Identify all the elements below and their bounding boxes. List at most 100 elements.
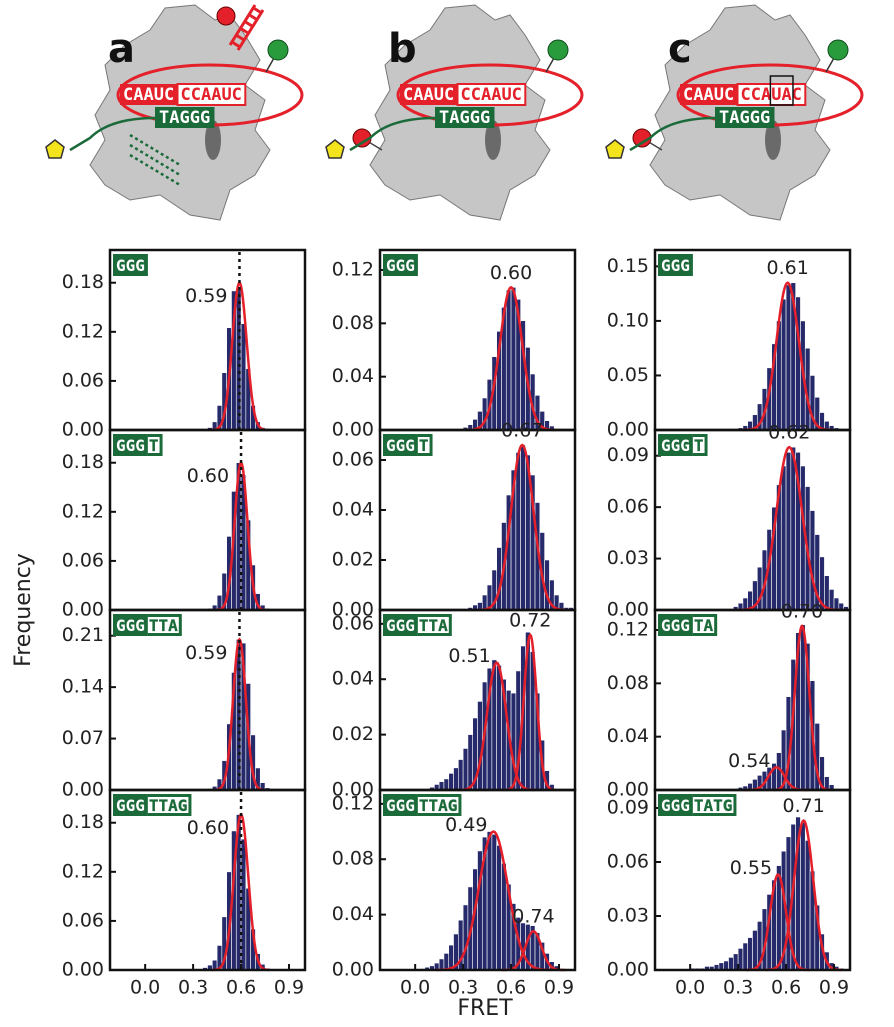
biotin-tag [325,139,345,159]
y-tick-label: 0.00 [332,959,374,981]
tag-added: T [419,436,429,455]
peak-label: 0.70 [781,601,823,623]
y-tick-label: 0.12 [62,320,104,342]
fit-curve [746,873,811,972]
tag-inner [692,797,734,813]
y-tick-label: 0.08 [332,848,374,870]
sequence-tag: GGG TTAG [383,794,462,816]
tag-box [383,434,418,456]
bar [453,767,459,791]
y-tick-label: 0.00 [332,779,374,801]
donor-dye [267,39,289,61]
y-tick-label: 0.09 [607,797,649,819]
y-tick-label: 0.06 [62,369,104,391]
peak-label: 0.54 [728,750,770,772]
tag-box [113,614,148,636]
bar [496,665,502,791]
x-tick-label: 0.9 [274,977,304,999]
x-tick-label: 0.0 [675,977,705,999]
donor-dye [827,39,849,61]
tag-box [658,614,693,636]
y-tick-label: 0.04 [332,668,374,690]
bar [833,597,840,611]
plot-frame [653,248,852,432]
y-tick-label: 0.04 [332,365,374,387]
channel [765,120,781,160]
plot-frame [108,428,307,612]
y-tick-label: 0.02 [332,549,374,571]
y-tick-label: 0.14 [62,676,104,698]
bar [800,822,806,971]
y-tick-label: 0.02 [332,723,374,745]
y-tick-label: 0.12 [62,500,104,522]
y-tick-label: 0.06 [332,612,374,634]
peak-label: 0.71 [782,795,824,817]
sequence-tag: GGG TA [658,614,718,636]
tag-added: T [694,436,704,455]
fit-curve [477,443,568,612]
plot-frame [378,248,577,432]
bar [448,773,454,791]
dna-ladder [228,4,265,51]
rna-box [456,83,527,106]
tag-box [383,614,418,636]
fit-curve [213,637,266,792]
plot-frame [378,788,577,972]
tag-inner [417,797,459,813]
dye-linker [265,57,275,73]
y-tick-label: 0.00 [607,419,649,441]
peak-label: 0.72 [509,609,551,631]
dna-box [155,107,215,128]
schematic: a CAAUC CCAAUC TAGGG [45,4,304,221]
y-tick-label: 0.00 [62,779,104,801]
y-tick-label: 0.18 [62,271,104,293]
bar [438,958,445,971]
dna-dashed [129,133,181,187]
bar [800,624,806,791]
dye-linker [545,57,555,73]
tag-added: T [149,436,159,455]
sequence-tag: GGG T [383,434,433,456]
x-tick-label: 0.3 [723,977,753,999]
x-tick-label: 0.6 [496,977,526,999]
bar [804,840,811,971]
sequence-tag: GGG TTA [383,614,452,636]
y-tick-label: 0.15 [607,255,649,277]
tag-inner [417,617,449,633]
peak-label: 0.74 [512,906,554,928]
y-tick-label: 0.12 [62,860,104,882]
panel-letter: a [108,26,135,72]
y-tick-label: 0.00 [62,599,104,621]
bar [491,834,497,971]
fit-curve [435,830,552,972]
dna-sequence: TAGGG [439,108,490,128]
bar [780,465,787,611]
tag-box [383,794,418,816]
bar [728,957,734,971]
histogram-panel: 0.00 0.02 0.04 0.06 0.51 0.72 GGG TTA [332,608,577,801]
acceptor-dye [216,6,236,26]
tag-base: GGG [386,256,415,275]
dna-box [435,107,495,128]
tag-box [113,434,148,456]
tag-base: GGG [116,796,145,815]
bar [240,323,247,431]
bar [790,446,796,611]
bar [467,734,474,791]
x-tick-label: 0.3 [178,977,208,999]
codon-highlight [769,75,794,106]
tag-box [113,794,148,816]
peak-label: 0.59 [185,642,227,664]
y-tick-label: 0.03 [607,905,649,927]
bar [828,589,835,611]
peak-label: 0.49 [445,814,487,836]
peak-label: 0.60 [187,465,229,487]
tag-base: GGG [661,436,690,455]
y-tick-label: 0.12 [332,259,374,281]
rna-sequence: CAAUC [683,85,734,105]
biotin-tag [45,139,65,159]
y-tick-label: 0.12 [607,619,649,641]
bar [443,778,450,791]
tag-base: GGG [116,256,145,275]
